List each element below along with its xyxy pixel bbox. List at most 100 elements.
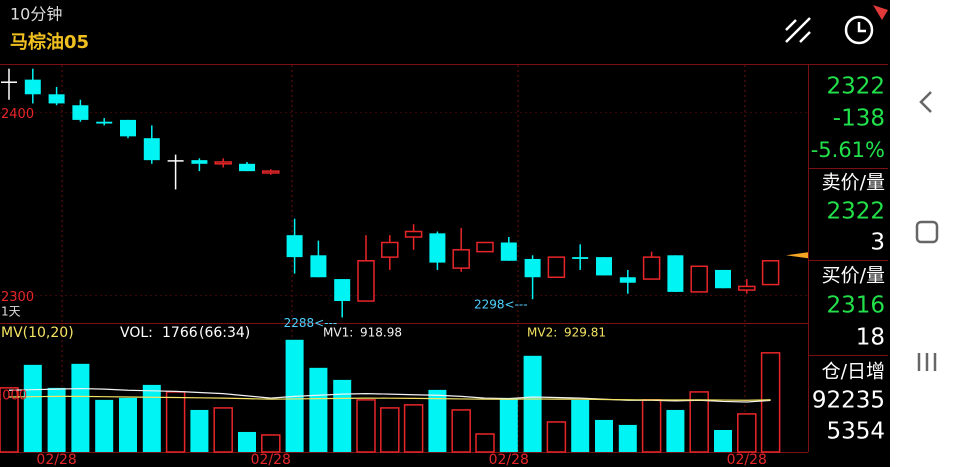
legend-value: 929.81 bbox=[564, 326, 606, 340]
period-label: 1天 bbox=[1, 305, 21, 319]
volume-bar bbox=[618, 424, 637, 452]
change-pct: -5.61% bbox=[811, 138, 885, 162]
candle-body bbox=[452, 249, 470, 269]
volume-bar bbox=[689, 391, 709, 453]
y-tick-label: 1000 bbox=[0, 388, 27, 403]
volume-bar bbox=[737, 413, 757, 453]
candle-body bbox=[619, 277, 636, 283]
candle-body bbox=[262, 170, 280, 174]
candle-body bbox=[476, 241, 494, 253]
candle-body bbox=[642, 256, 661, 280]
candle-body bbox=[572, 257, 589, 259]
change: -138 bbox=[833, 106, 885, 132]
candle-body bbox=[310, 255, 327, 278]
oi-change: 5354 bbox=[826, 419, 885, 445]
x-tick-label: 02/28 bbox=[36, 452, 76, 467]
volume-bar bbox=[356, 399, 376, 453]
candle-body bbox=[596, 257, 612, 276]
y-tick-label: 2400 bbox=[1, 107, 34, 122]
volume-bar bbox=[47, 387, 66, 452]
candle-body bbox=[715, 269, 731, 289]
ask-title: 卖价/量 bbox=[822, 172, 885, 194]
last-price-marker bbox=[786, 252, 808, 259]
candle-body bbox=[191, 160, 208, 164]
volume-bar bbox=[238, 431, 256, 452]
quote-panel: 2322 -138 -5.61% 卖价/量 2322 3 买价/量 2316 1… bbox=[811, 74, 885, 445]
volume-bar bbox=[333, 379, 352, 452]
candle-body bbox=[547, 256, 566, 279]
volume-bar bbox=[142, 384, 161, 452]
x-tick-label: 02/28 bbox=[489, 452, 529, 467]
volume-bar bbox=[95, 399, 114, 452]
volume-bar bbox=[213, 407, 233, 453]
nav-recent[interactable] bbox=[917, 353, 937, 371]
legend-name: MV2: bbox=[527, 326, 557, 340]
x-tick-label: 02/28 bbox=[251, 452, 291, 467]
vol-label: VOL: bbox=[120, 325, 153, 341]
volume-bar bbox=[523, 355, 542, 452]
candle-body bbox=[761, 260, 780, 286]
bid-title: 买价/量 bbox=[822, 265, 885, 287]
volume-bar bbox=[71, 363, 90, 452]
legend-value: 918.98 bbox=[360, 326, 402, 340]
volume-bar bbox=[403, 404, 424, 453]
volume-bar bbox=[190, 409, 209, 452]
timeframe[interactable]: 10分钟 bbox=[10, 5, 62, 24]
nav-home[interactable] bbox=[915, 220, 939, 244]
low-annotation: 2298<--- bbox=[474, 298, 528, 312]
volume-bar bbox=[309, 367, 328, 452]
bid-volume: 18 bbox=[856, 325, 885, 351]
volume-bar bbox=[380, 407, 400, 453]
candle-body bbox=[167, 160, 184, 162]
volume-bar bbox=[475, 433, 495, 453]
candle-body bbox=[143, 138, 160, 161]
nav-bar bbox=[890, 0, 960, 467]
symbol[interactable]: 马棕油05 bbox=[10, 31, 89, 53]
last-price: 2322 bbox=[826, 74, 885, 100]
ask-price: 2322 bbox=[826, 199, 885, 225]
bid-price: 2316 bbox=[826, 293, 885, 319]
candle-body bbox=[738, 285, 756, 291]
candle-body bbox=[500, 242, 517, 261]
indicator-icon[interactable] bbox=[785, 17, 811, 43]
candle-body bbox=[120, 119, 136, 137]
nav-back[interactable] bbox=[919, 91, 932, 113]
candle-body bbox=[96, 121, 113, 124]
volume-bar bbox=[760, 352, 781, 453]
candle-body bbox=[690, 265, 708, 293]
clock-icon[interactable] bbox=[844, 5, 888, 45]
open-interest: 92235 bbox=[812, 388, 885, 414]
volume-bar bbox=[595, 419, 613, 452]
legend-name: MV1: bbox=[323, 326, 353, 340]
indicator-title: MV(10,20) bbox=[1, 325, 74, 341]
volume-bar bbox=[165, 391, 186, 453]
candle-body bbox=[24, 79, 41, 95]
candle-body bbox=[286, 235, 303, 258]
candle-body bbox=[334, 279, 351, 302]
ma-line bbox=[8, 395, 771, 401]
frame bbox=[0, 64, 888, 453]
candle-body bbox=[239, 163, 255, 172]
volume-bar bbox=[499, 397, 518, 452]
candle-body bbox=[357, 260, 375, 302]
vol-ratio: (66:34) bbox=[199, 325, 250, 341]
x-tick-label: 02/28 bbox=[727, 452, 767, 467]
volume-bar bbox=[119, 397, 137, 452]
volume-bar bbox=[0, 387, 19, 453]
candle-body bbox=[1, 81, 17, 83]
volume-bar bbox=[666, 409, 685, 452]
volume-bar bbox=[571, 399, 590, 452]
candle-body bbox=[72, 105, 89, 120]
ask-volume: 3 bbox=[870, 230, 885, 256]
volume-bar bbox=[546, 421, 567, 453]
volume-bar bbox=[451, 409, 471, 453]
volume-bar bbox=[428, 389, 447, 452]
candle-body bbox=[404, 230, 423, 238]
oi-title: 仓/日增 bbox=[822, 361, 885, 383]
vol-value: 1766 bbox=[162, 325, 198, 341]
candle-body bbox=[429, 233, 446, 263]
y-tick-label: 2300 bbox=[1, 290, 34, 305]
volume-bar bbox=[261, 434, 281, 453]
